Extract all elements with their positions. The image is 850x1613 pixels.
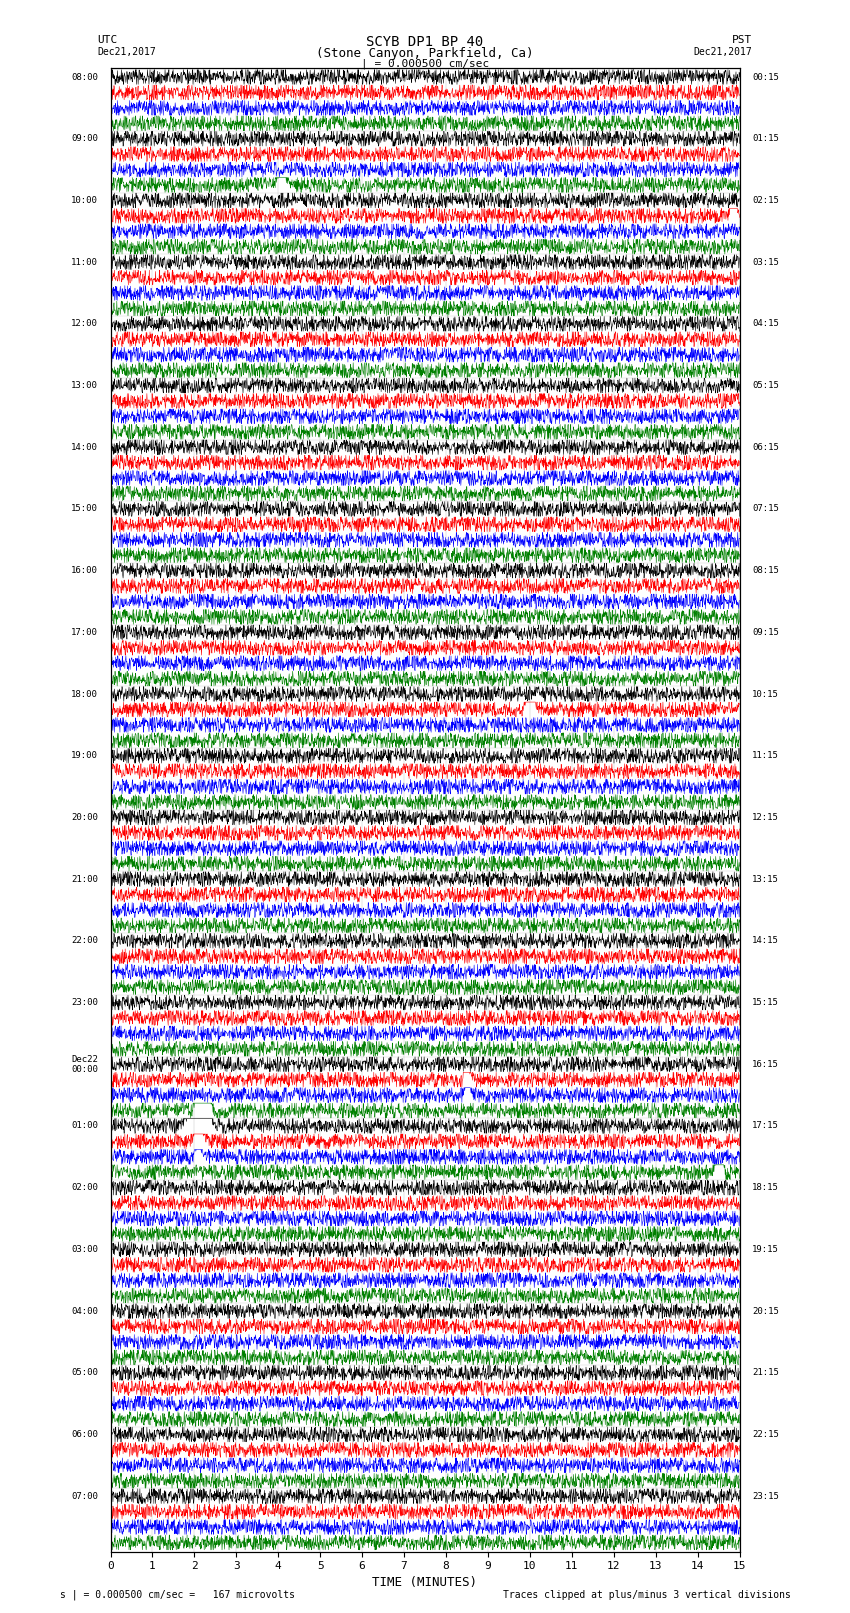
Text: SCYB DP1 BP 40: SCYB DP1 BP 40 xyxy=(366,35,484,50)
Text: Dec21,2017: Dec21,2017 xyxy=(694,47,752,56)
Text: 02:00: 02:00 xyxy=(71,1184,98,1192)
Text: 11:15: 11:15 xyxy=(752,752,779,760)
Text: 20:15: 20:15 xyxy=(752,1307,779,1316)
Text: 01:15: 01:15 xyxy=(752,134,779,144)
Text: Traces clipped at plus/minus 3 vertical divisions: Traces clipped at plus/minus 3 vertical … xyxy=(502,1590,790,1600)
Text: 21:15: 21:15 xyxy=(752,1368,779,1378)
Text: 22:00: 22:00 xyxy=(71,936,98,945)
Text: 09:00: 09:00 xyxy=(71,134,98,144)
Text: 18:15: 18:15 xyxy=(752,1184,779,1192)
Text: 17:00: 17:00 xyxy=(71,627,98,637)
Text: 18:00: 18:00 xyxy=(71,689,98,698)
Text: UTC: UTC xyxy=(98,35,118,45)
Text: 16:00: 16:00 xyxy=(71,566,98,576)
Text: 12:15: 12:15 xyxy=(752,813,779,823)
Text: Dec22
00:00: Dec22 00:00 xyxy=(71,1055,98,1074)
Text: 20:00: 20:00 xyxy=(71,813,98,823)
Text: 14:15: 14:15 xyxy=(752,936,779,945)
Text: PST: PST xyxy=(732,35,752,45)
Text: 11:00: 11:00 xyxy=(71,258,98,266)
Text: 03:15: 03:15 xyxy=(752,258,779,266)
Text: 13:00: 13:00 xyxy=(71,381,98,390)
Text: 04:00: 04:00 xyxy=(71,1307,98,1316)
Text: (Stone Canyon, Parkfield, Ca): (Stone Canyon, Parkfield, Ca) xyxy=(316,47,534,60)
Text: 15:00: 15:00 xyxy=(71,505,98,513)
Text: Dec21,2017: Dec21,2017 xyxy=(98,47,156,56)
Text: 21:00: 21:00 xyxy=(71,874,98,884)
Text: 01:00: 01:00 xyxy=(71,1121,98,1131)
Text: 19:00: 19:00 xyxy=(71,752,98,760)
Text: 06:15: 06:15 xyxy=(752,442,779,452)
Text: 12:00: 12:00 xyxy=(71,319,98,329)
Text: 04:15: 04:15 xyxy=(752,319,779,329)
Text: 15:15: 15:15 xyxy=(752,998,779,1007)
Text: 05:00: 05:00 xyxy=(71,1368,98,1378)
Text: s | = 0.000500 cm/sec =   167 microvolts: s | = 0.000500 cm/sec = 167 microvolts xyxy=(60,1589,294,1600)
Text: 16:15: 16:15 xyxy=(752,1060,779,1069)
Text: 08:00: 08:00 xyxy=(71,73,98,82)
Text: 06:00: 06:00 xyxy=(71,1431,98,1439)
Text: 14:00: 14:00 xyxy=(71,442,98,452)
Text: | = 0.000500 cm/sec: | = 0.000500 cm/sec xyxy=(361,58,489,69)
Text: 23:15: 23:15 xyxy=(752,1492,779,1500)
Text: 08:15: 08:15 xyxy=(752,566,779,576)
Text: 05:15: 05:15 xyxy=(752,381,779,390)
Text: 10:00: 10:00 xyxy=(71,195,98,205)
Text: 22:15: 22:15 xyxy=(752,1431,779,1439)
Text: 07:00: 07:00 xyxy=(71,1492,98,1500)
Text: 17:15: 17:15 xyxy=(752,1121,779,1131)
Text: 19:15: 19:15 xyxy=(752,1245,779,1253)
Text: 07:15: 07:15 xyxy=(752,505,779,513)
Text: 10:15: 10:15 xyxy=(752,689,779,698)
Text: 03:00: 03:00 xyxy=(71,1245,98,1253)
Text: 02:15: 02:15 xyxy=(752,195,779,205)
Text: 13:15: 13:15 xyxy=(752,874,779,884)
Text: 23:00: 23:00 xyxy=(71,998,98,1007)
Text: 09:15: 09:15 xyxy=(752,627,779,637)
X-axis label: TIME (MINUTES): TIME (MINUTES) xyxy=(372,1576,478,1589)
Text: 00:15: 00:15 xyxy=(752,73,779,82)
